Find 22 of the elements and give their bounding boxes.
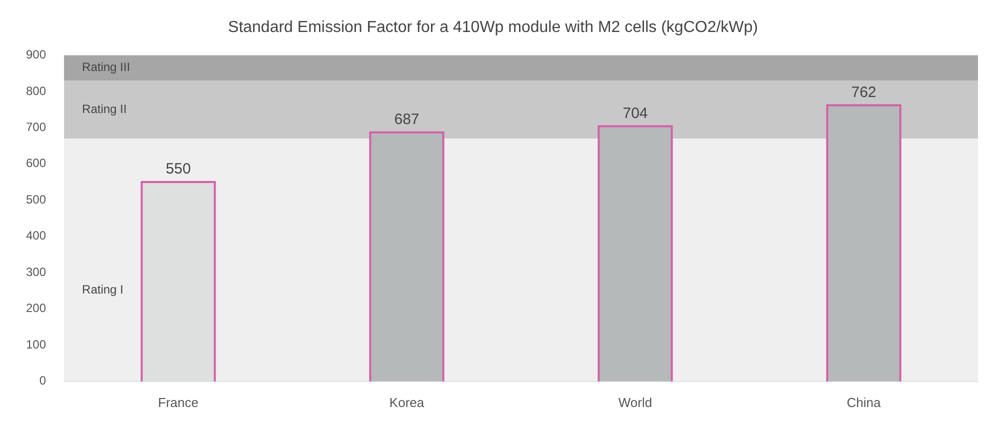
- data-label: 687: [394, 111, 420, 128]
- y-tick-label: 800: [26, 84, 46, 98]
- data-label: 550: [166, 160, 191, 178]
- x-tick-label: France: [158, 394, 199, 410]
- band-label: Rating II: [82, 102, 127, 116]
- y-tick-label: 700: [26, 120, 46, 134]
- y-tick-label: 100: [26, 337, 46, 352]
- y-tick-label: 300: [26, 264, 46, 279]
- x-tick-label: Korea: [389, 394, 425, 410]
- x-tick-label: World: [618, 394, 652, 410]
- chart-title: Standard Emission Factor for a 410Wp module with M2 cells (kgCO2/kWp): [228, 19, 758, 36]
- y-tick-label: 400: [26, 228, 46, 243]
- y-tick-label: 500: [26, 192, 46, 206]
- y-tick-label: 0: [39, 374, 46, 388]
- band-label: Rating III: [82, 60, 130, 74]
- data-label: 704: [622, 104, 648, 122]
- data-label: 762: [851, 84, 876, 101]
- y-tick-label: 900: [26, 48, 46, 62]
- band-label: Rating I: [82, 282, 124, 296]
- y-tick-label: 600: [26, 156, 46, 170]
- x-tick-label: China: [846, 394, 882, 410]
- y-tick-label: 200: [26, 301, 46, 316]
